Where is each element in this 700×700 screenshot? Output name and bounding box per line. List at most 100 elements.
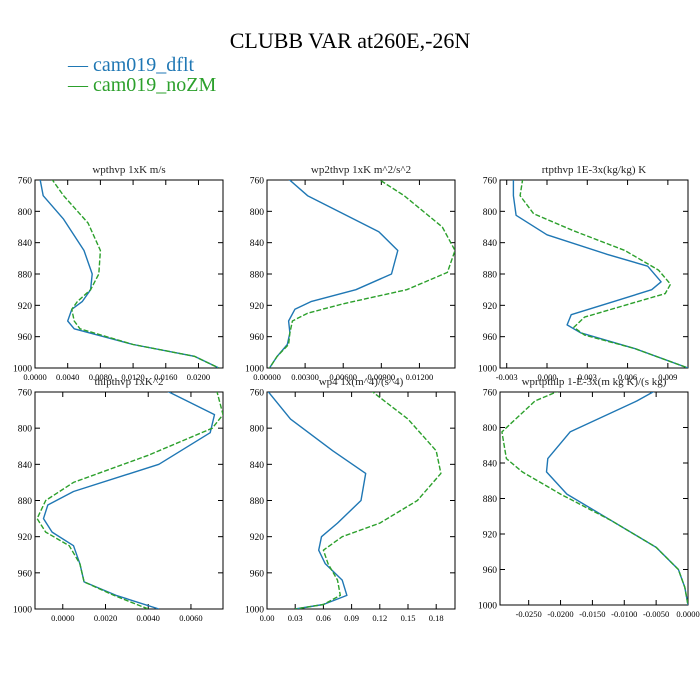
x-tick-label: 0.0000: [676, 609, 699, 619]
y-tick-label: 800: [250, 425, 265, 435]
x-tick-label: 0.009: [658, 372, 677, 382]
panel-title: wprtpthlp 1-E-3x(m kg K)/(s kg): [522, 376, 667, 388]
x-tick-label: 0.0060: [179, 613, 202, 623]
x-tick-label: 0.00: [260, 613, 275, 623]
y-tick-label: 960: [250, 333, 265, 343]
series-line-noZM: [501, 392, 688, 605]
x-tick-label: 0.0080: [89, 372, 112, 382]
x-tick-label: -0.0150: [579, 609, 605, 619]
x-tick-label: 0.18: [429, 613, 444, 623]
y-tick-label: 840: [483, 239, 498, 249]
panel-title: wpthvp 1xK m/s: [92, 164, 165, 176]
x-tick-label: 0.00300: [291, 372, 319, 382]
y-tick-label: 840: [18, 461, 33, 471]
y-tick-label: 760: [483, 389, 498, 399]
x-tick-label: 0.000: [537, 372, 556, 382]
y-tick-label: 960: [483, 566, 498, 576]
series-line-noZM: [268, 180, 455, 368]
y-tick-label: 920: [250, 533, 265, 543]
panel-title: wp2thvp 1xK m^2/s^2: [311, 164, 411, 176]
legend-entry-dflt: — cam019_dflt: [68, 54, 194, 77]
x-tick-label: 0.15: [401, 613, 416, 623]
legend-entry-noZM: — cam019_noZM: [68, 74, 216, 97]
y-tick-label: 1000: [245, 365, 264, 375]
x-tick-label: -0.0250: [516, 609, 542, 619]
y-tick-label: 800: [483, 208, 498, 218]
legend-label-dflt: cam019_dflt: [93, 54, 195, 76]
legend-line-dflt: —: [68, 54, 88, 76]
x-tick-label: 0.0040: [56, 372, 79, 382]
series-line-dflt: [267, 392, 367, 609]
y-tick-label: 960: [250, 569, 265, 579]
x-tick-label: 0.006: [618, 372, 637, 382]
legend-line-noZM: —: [68, 74, 88, 96]
y-tick-label: 880: [250, 497, 265, 507]
y-tick-label: 880: [18, 497, 33, 507]
y-tick-label: 760: [18, 389, 33, 399]
x-tick-label: 0.06: [316, 613, 331, 623]
panel-frame: [499, 179, 689, 369]
panel-title: thlpthvp 1xK^2: [94, 376, 163, 388]
x-tick-label: 0.00600: [329, 372, 357, 382]
y-tick-label: 920: [18, 533, 33, 543]
x-tick-label: 0.03: [288, 613, 303, 623]
panel-6: wprtpthlp 1-E-3x(m kg K)/(s kg) 760 800 840…: [478, 376, 700, 619]
panel-title: wp4 1x(m^4)/(s^4): [319, 376, 404, 388]
series-line-dflt: [545, 392, 688, 605]
x-tick-label: 0.01200: [406, 372, 434, 382]
panel-2: wp2thvp 1xK m^2/s^2 760 800 840 880 920 960 100…: [245, 164, 456, 382]
series-line-noZM: [295, 392, 442, 609]
x-tick-label: 0.0020: [94, 613, 117, 623]
y-tick-label: 840: [483, 460, 498, 470]
x-tick-label: 0.09: [344, 613, 359, 623]
x-tick-label: 0.0200: [187, 372, 210, 382]
y-tick-label: 760: [483, 177, 498, 187]
panel-title: rtpthvp 1E-3x(kg/kg) K: [542, 164, 647, 176]
y-tick-label: 960: [18, 333, 33, 343]
series-line-dflt: [512, 180, 688, 368]
chart-title: CLUBB VAR at260E,-26N: [229, 28, 471, 53]
y-tick-label: 880: [483, 495, 498, 505]
y-tick-label: 840: [250, 461, 265, 471]
panel-1: wpthvp 1xK m/s76080084088092096010000.00…: [13, 164, 224, 382]
y-tick-label: 840: [18, 239, 33, 249]
series-line-dflt: [42, 392, 216, 609]
x-tick-label: -0.0200: [547, 609, 573, 619]
x-tick-label: 0.0040: [137, 613, 160, 623]
panel-frame: [499, 391, 689, 606]
panel-5: wp4 1x(m^4)/(s^4)76080084088092096010000…: [245, 376, 456, 623]
panel-frame: [266, 179, 456, 369]
y-tick-label: 1000: [478, 602, 497, 612]
panel-frame: [34, 391, 224, 610]
y-tick-label: 960: [483, 333, 498, 343]
y-tick-label: 880: [18, 271, 33, 281]
y-tick-label: 800: [250, 208, 265, 218]
y-tick-label: 880: [250, 271, 265, 281]
panel-4: thlpthvp 1xK^2 760 800 840 880 920 960 1000 0.00…: [13, 376, 224, 623]
series-line-dflt: [268, 180, 399, 368]
y-tick-label: 760: [250, 177, 265, 187]
y-tick-label: 920: [250, 302, 265, 312]
panel-frame: [34, 179, 224, 369]
series-line-noZM: [519, 180, 688, 368]
x-tick-label: -0.0100: [611, 609, 637, 619]
x-tick-label: 0.0000: [23, 372, 46, 382]
series-line-dflt: [39, 180, 220, 368]
x-tick-label: 0.00900: [368, 372, 396, 382]
series-line-noZM: [51, 180, 220, 368]
y-tick-label: 800: [18, 425, 33, 435]
y-tick-label: 760: [250, 389, 265, 399]
y-tick-label: 1000: [478, 365, 497, 375]
y-tick-label: 800: [18, 208, 33, 218]
y-tick-label: 960: [18, 569, 33, 579]
y-tick-label: 1000: [13, 606, 32, 616]
x-tick-label: 0.0120: [121, 372, 144, 382]
y-tick-label: 880: [483, 271, 498, 281]
panel-3: rtpthvp 1E-3x(kg/kg) K 760 800 840 880 920 960…: [478, 164, 689, 382]
x-tick-label: -0.0050: [643, 609, 669, 619]
y-tick-label: 1000: [245, 606, 264, 616]
x-tick-label: 0.0160: [154, 372, 177, 382]
y-tick-label: 920: [483, 302, 498, 312]
x-tick-label: 0.003: [578, 372, 597, 382]
